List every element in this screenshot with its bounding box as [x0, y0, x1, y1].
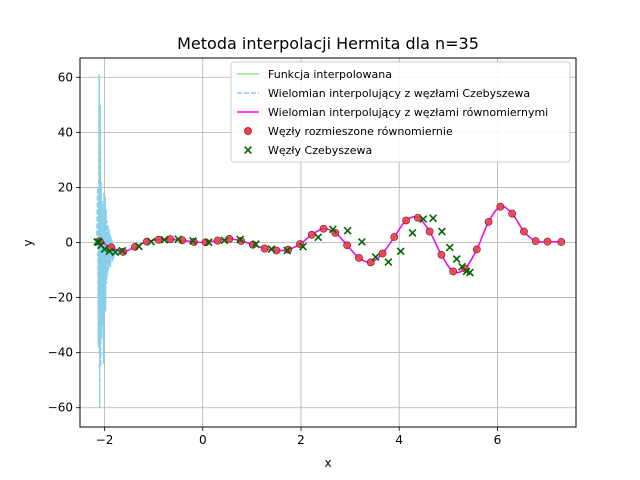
uniform-node-point — [355, 254, 363, 262]
legend-label: Wielomian interpolujący z węzłami równom… — [268, 106, 548, 119]
chebyshev-node-point — [204, 238, 213, 247]
uniform-node-point — [166, 235, 175, 244]
chebyshev-node-point — [160, 235, 169, 244]
chebyshev-node-point — [134, 242, 143, 251]
uniform-node-point — [154, 235, 163, 244]
uniform-node-point — [496, 202, 505, 211]
x-tick-label: 2 — [297, 433, 305, 447]
x-tick-label: 0 — [199, 433, 207, 447]
chebyshev-node-point — [384, 258, 393, 267]
chebyshev-node-point — [371, 253, 380, 262]
chebyshev-node-point — [298, 242, 307, 251]
uniform-node-point — [307, 230, 316, 239]
chebyshev-node-point — [445, 243, 454, 252]
chebyshev-node-point — [452, 255, 461, 263]
uniform-node-point — [260, 244, 269, 253]
y-axis: −60 −40 −20 0 20 40 60 — [48, 70, 80, 415]
chebyshev-node-point — [147, 237, 156, 246]
uniform-node-point — [520, 227, 528, 236]
uniform-node-point — [425, 227, 434, 236]
x-tick-label: −2 — [96, 433, 114, 447]
x-tick-label: 4 — [395, 433, 403, 447]
y-tick-label: 40 — [58, 125, 73, 139]
y-tick-label: 60 — [58, 70, 73, 84]
chebyshev-node-point — [408, 228, 417, 237]
chebyshev-node-point — [429, 214, 438, 223]
y-tick-label: −60 — [48, 401, 73, 415]
chebyshev-polynomial-line-oscillation — [95, 74, 123, 408]
chebyshev-node-point — [267, 245, 276, 254]
chebyshev-node-point — [100, 245, 109, 254]
legend: Funkcja interpolowana Wielomian interpolu… — [230, 61, 571, 163]
chebyshev-node-point — [220, 236, 229, 245]
legend-box — [230, 61, 571, 163]
uniform-node-point — [543, 237, 552, 246]
chebyshev-node-point — [328, 225, 337, 234]
x-axis-label: x — [324, 456, 331, 470]
y-tick-label: −40 — [48, 346, 73, 360]
chebyshev-node-point — [111, 248, 120, 257]
y-axis-label: y — [21, 239, 35, 246]
legend-label: Węzły Czebyszewa — [268, 144, 372, 157]
uniform-node-point — [437, 250, 446, 259]
chebyshev-node-point — [465, 268, 474, 277]
uniform-node-point — [343, 241, 352, 250]
chebyshev-node-point — [437, 227, 446, 236]
x-axis: −2 0 2 4 6 — [96, 427, 502, 447]
chebyshev-node-point — [357, 237, 366, 246]
uniform-node-point — [402, 216, 410, 225]
chart-title: Metoda interpolacji Hermita dla n=35 — [177, 34, 479, 53]
chebyshev-node-point — [236, 235, 245, 244]
chebyshev-node-point — [343, 226, 352, 235]
chebyshev-node-point — [419, 215, 428, 224]
y-tick-label: −20 — [48, 291, 73, 305]
x-tick-label: 6 — [494, 433, 502, 447]
legend-label: Węzły rozmieszone równomiernie — [268, 125, 453, 138]
chebyshev-node-point — [118, 246, 127, 255]
legend-x-marker — [244, 146, 252, 154]
y-tick-label: 0 — [65, 236, 73, 250]
chebyshev-node-point — [188, 236, 197, 245]
legend-label: Funkcja interpolowana — [268, 68, 392, 81]
legend-circle-marker — [244, 127, 252, 135]
uniform-polynomial-line — [99, 205, 562, 274]
uniform-node-point — [508, 209, 517, 218]
chebyshev-node-point — [283, 246, 292, 255]
legend-label: Wielomian interpolujący z węzłami Czebys… — [268, 87, 530, 100]
uniform-node-point — [484, 217, 493, 226]
chebyshev-node-point — [251, 240, 260, 249]
uniform-node-point — [213, 236, 222, 245]
uniform-node-point — [390, 233, 399, 241]
uniform-node-point — [319, 224, 328, 233]
uniform-node-point — [557, 238, 566, 246]
uniform-node-point — [472, 245, 481, 254]
chebyshev-node-point — [174, 235, 183, 244]
uniform-node-point — [378, 249, 387, 258]
plot-area — [93, 74, 566, 408]
chebyshev-node-point — [396, 247, 405, 256]
uniform-node-point — [449, 267, 458, 276]
chebyshev-node-point — [314, 233, 323, 242]
y-tick-label: 20 — [58, 180, 73, 194]
uniform-node-point — [531, 237, 540, 246]
